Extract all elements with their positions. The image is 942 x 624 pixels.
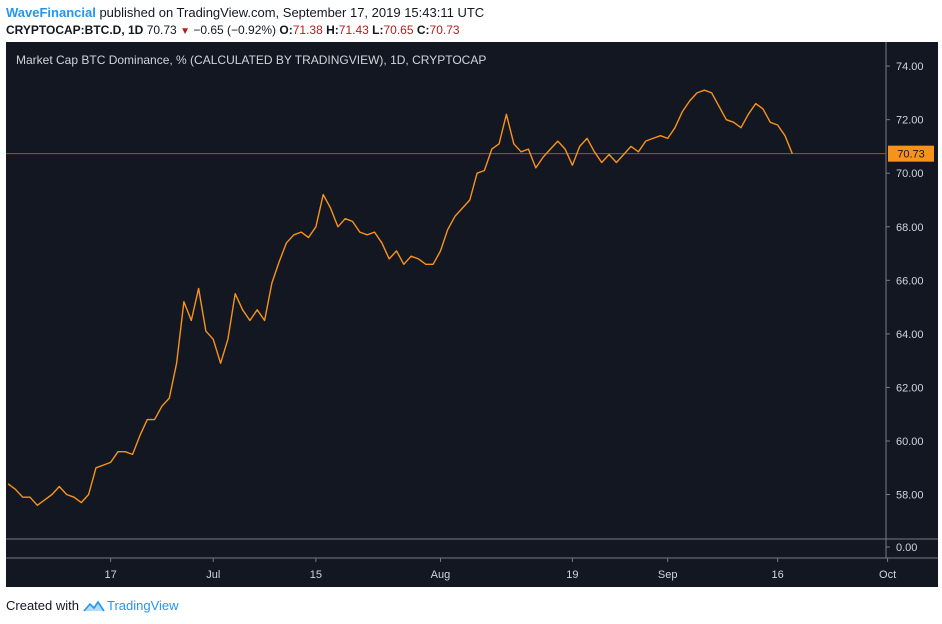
x-tick-label: 19 [566,569,578,581]
y-axis[interactable]: 74.00 72.00 70.00 68.00 66.00 64.00 62.00 60.00… [886,61,924,554]
open-value: 71.38 [292,23,323,37]
lower-pane-tick-label: 0.00 [896,542,917,554]
x-tick-label: 17 [104,569,116,581]
chart-title: Market Cap BTC Dominance, % (CALCULATED … [16,53,486,67]
y-tick-label: 64.00 [896,329,924,341]
price-change: −0.65 (−0.92%) [193,23,277,37]
x-tick-label: Aug [431,569,451,581]
y-tick-label: 62.00 [896,382,924,394]
author-link[interactable]: WaveFinancial [6,5,96,20]
high-label: H: [326,23,339,37]
series-layer [7,89,793,506]
last-value-label: 70.73 [897,149,925,161]
low-label: L: [372,23,384,37]
last-value-badge [888,145,934,162]
symbol-name: CRYPTOCAP:BTC.D, 1D [6,23,144,37]
y-tick-label: 68.00 [896,222,924,234]
x-axis[interactable]: 17 Jul 15 Aug 19 Sep 16 Oct [104,558,896,581]
y-tick-label: 72.00 [896,115,924,127]
high-value: 71.43 [338,23,369,37]
tradingview-logo-icon [83,600,105,612]
y-tick-label: 58.00 [896,490,924,502]
chart-canvas[interactable]: Market Cap BTC Dominance, % (CALCULATED … [6,42,938,587]
close-value: 70.73 [429,23,460,37]
open-label: O: [279,23,293,37]
footer: Created with TradingView [6,598,179,613]
y-tick-label: 74.00 [896,61,924,73]
x-tick-label: Jul [206,569,220,581]
publish-info: WaveFinancial published on TradingView.c… [6,5,484,20]
last-price: 70.73 [146,23,177,37]
low-value: 70.65 [383,23,414,37]
down-triangle-icon: ▼ [180,26,190,37]
symbol-info-line: CRYPTOCAP:BTC.D, 1D 70.73 ▼ −0.65 (−0.92… [6,23,460,37]
chart-area[interactable]: Market Cap BTC Dominance, % (CALCULATED … [6,42,938,587]
close-label: C: [416,23,430,37]
created-with-text: Created with [6,598,79,613]
published-text: published on TradingView.com, September … [99,5,485,20]
y-tick-label: 70.00 [896,168,924,180]
y-tick-label: 66.00 [896,275,924,287]
series-line[interactable] [7,89,793,506]
x-tick-label: Oct [879,569,896,581]
x-tick-label: Sep [658,569,678,581]
tradingview-brand-label: TradingView [106,598,179,613]
last-value-layer: 70.73 [6,145,934,162]
tradingview-brand[interactable]: TradingView [83,598,179,613]
x-tick-label: 15 [310,569,322,581]
y-tick-label: 60.00 [896,436,924,448]
x-tick-label: 16 [772,569,784,581]
